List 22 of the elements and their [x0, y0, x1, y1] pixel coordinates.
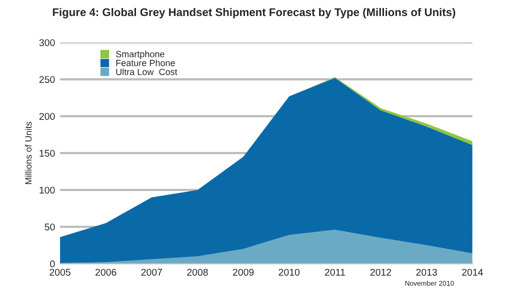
x-tick-label: 2013: [416, 268, 437, 276]
y-tick-label: 300: [39, 39, 55, 46]
x-tick-label: 2011: [324, 268, 345, 276]
y-tick-label: 0: [50, 260, 55, 268]
y-tick-label: 250: [39, 76, 55, 83]
x-tick-label: 2008: [187, 268, 208, 276]
y-tick-label: 150: [40, 150, 55, 157]
chart-title: Figure 4: Global Grey Handset Shipment Forecast by Type (Millions of Units): [52, 8, 456, 18]
x-tick-label: 2007: [141, 268, 162, 276]
legend-label: Smartphone: [116, 50, 164, 60]
x-tick-label: 2005: [50, 268, 70, 276]
legend-label: Feature Phone: [116, 60, 175, 66]
y-tick-label: 200: [39, 112, 55, 120]
y-tick-label: 100: [40, 186, 55, 194]
legend-label: Ultra Low Cost: [116, 68, 178, 76]
x-tick-label: 2014: [462, 268, 483, 276]
x-tick-label: 2009: [232, 268, 254, 276]
y-axis-title: Millions of Units: [24, 122, 32, 184]
x-tick-label: 2006: [96, 268, 116, 276]
x-tick-label: 2010: [278, 268, 300, 276]
x-tick-label: 2012: [370, 268, 392, 276]
y-tick-label: 50: [44, 224, 55, 230]
